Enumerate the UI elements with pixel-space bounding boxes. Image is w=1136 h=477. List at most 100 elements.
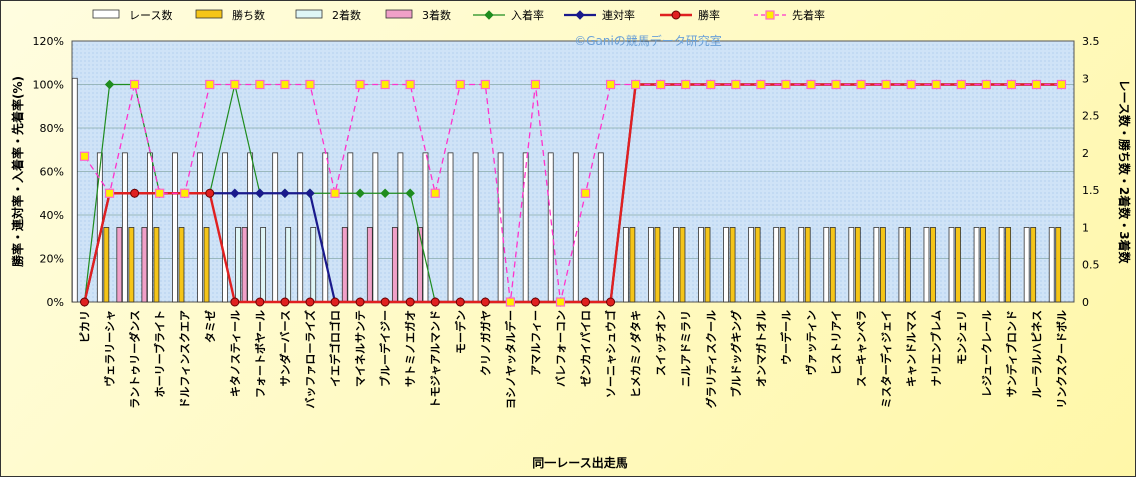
data-point	[781, 79, 791, 90]
data-point	[205, 188, 215, 198]
data-point	[130, 79, 140, 90]
bar	[178, 227, 185, 303]
legend-item: 連対率	[564, 8, 635, 22]
right-tick-label: 1.5	[1082, 184, 1100, 197]
legend-item: 2着数	[295, 8, 361, 22]
category-label: ルーラルハピネス	[1030, 310, 1043, 398]
category-label: ピカリ	[79, 310, 92, 343]
left-tick-label: 0%	[47, 296, 64, 309]
bar	[779, 227, 786, 303]
data-point	[230, 79, 240, 90]
data-point	[656, 79, 666, 90]
bar	[622, 227, 629, 303]
watermark: ©Ganiの競馬データ研究室	[574, 33, 722, 48]
legend-label: 先着率	[792, 8, 825, 22]
bar	[948, 227, 955, 303]
bar	[879, 227, 886, 303]
category-label: クリノガガヤ	[478, 310, 492, 376]
bar	[547, 152, 554, 303]
data-point	[480, 79, 490, 90]
category-label: イエデゴロゴロ	[328, 310, 342, 387]
data-point	[530, 297, 540, 307]
data-point	[305, 79, 315, 90]
line-series	[79, 79, 1067, 307]
bar	[804, 227, 811, 303]
right-tick-label: 1	[1082, 221, 1089, 234]
bar	[522, 152, 529, 303]
bar	[629, 227, 636, 303]
data-point	[555, 297, 566, 307]
data-point	[430, 297, 440, 307]
legend-label: 勝率	[698, 8, 720, 22]
category-label: トモジャアルマンド	[429, 310, 442, 408]
bar	[1055, 227, 1062, 303]
left-tick-label: 80%	[40, 122, 64, 135]
bar	[397, 152, 404, 303]
bar	[829, 227, 836, 303]
right-tick-label: 2.5	[1082, 110, 1100, 123]
left-tick-label: 100%	[33, 79, 64, 92]
category-label: サンディブロンド	[1004, 310, 1018, 397]
category-label: ヨシノヤッタルデー	[503, 310, 517, 409]
bar	[71, 77, 78, 303]
data-point	[681, 79, 691, 90]
bar	[260, 227, 267, 303]
bar	[172, 152, 178, 303]
bar	[103, 227, 110, 303]
legend-item: 先着率	[754, 8, 825, 22]
bar	[141, 227, 148, 303]
legend-item: 勝率	[660, 8, 720, 22]
bar	[679, 227, 686, 303]
bar	[654, 227, 661, 303]
bar	[854, 227, 861, 303]
series-line	[83, 83, 1062, 303]
bar	[285, 227, 292, 303]
category-label: ウーデール	[779, 310, 793, 365]
right-tick-label: 0.5	[1082, 259, 1100, 272]
data-point	[330, 188, 340, 198]
category-label: キャンドルマス	[905, 310, 918, 387]
data-point	[606, 297, 616, 307]
data-point	[255, 297, 265, 307]
category-label: ラントゥリーダンス	[128, 310, 142, 409]
bar	[197, 152, 203, 303]
bar	[347, 152, 354, 303]
category-label: バッファローライズ	[303, 310, 317, 409]
bar	[422, 152, 429, 303]
bar	[1005, 227, 1012, 303]
category-label: ホーリーブライト	[153, 310, 167, 397]
legend-swatch	[385, 9, 413, 19]
data-point	[280, 297, 290, 307]
bar	[698, 227, 704, 303]
category-label: ヒメカミノダタキ	[629, 310, 643, 398]
bar	[748, 227, 755, 303]
bar	[729, 227, 736, 303]
bar	[472, 152, 479, 303]
x-axis-title: 同一レース出走馬	[532, 455, 627, 470]
category-label: ヒストリアイ	[830, 310, 843, 375]
data-point	[330, 297, 340, 307]
category-label: サトミノエガオ	[403, 310, 417, 387]
legend-swatch	[295, 9, 323, 19]
left-tick-label: 20%	[40, 253, 64, 266]
category-label: ヴァッティン	[804, 310, 818, 375]
legend-item: 入着率	[473, 8, 544, 22]
bar	[322, 152, 329, 303]
right-axis: 0 0.5 1 1.5 2 2.5 3 3.5	[1082, 35, 1100, 309]
bar	[391, 227, 398, 303]
left-axis: 0% 20% 40% 60% 80% 100% 120%	[33, 35, 64, 309]
bar	[222, 152, 228, 303]
category-label: ソーニャシュウゴ	[604, 310, 618, 398]
legend-label: 3着数	[422, 8, 451, 22]
data-point	[631, 79, 641, 90]
bar	[704, 227, 711, 303]
legend-swatch	[195, 9, 223, 19]
category-label: スーキャンペラ	[855, 310, 868, 387]
right-axis-title: レース数・勝ち数・2着数・3着数	[1117, 79, 1132, 264]
bar	[341, 227, 348, 303]
bar	[297, 152, 304, 303]
data-point	[505, 297, 515, 307]
bar	[873, 227, 880, 303]
data-point	[1031, 79, 1042, 90]
